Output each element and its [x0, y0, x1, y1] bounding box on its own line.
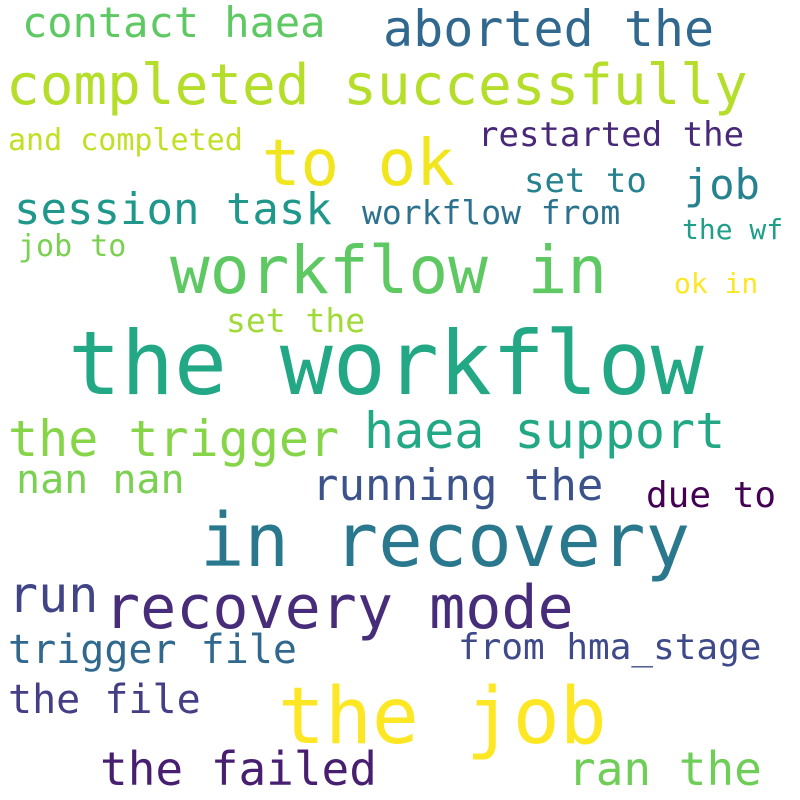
- word: to ok: [262, 127, 455, 201]
- word: job: [684, 160, 760, 209]
- word: session task: [14, 184, 332, 235]
- word: restarted the: [478, 115, 745, 155]
- word: from hma_stage: [458, 627, 762, 668]
- word: ran the: [568, 742, 762, 796]
- word: the job: [278, 672, 607, 762]
- word: aborted the: [383, 0, 715, 58]
- word: set the: [226, 301, 366, 340]
- word: the trigger: [8, 410, 340, 468]
- word: haea support: [364, 402, 726, 460]
- word: ok in: [674, 267, 759, 300]
- word: in recovery: [200, 498, 691, 584]
- word: trigger file: [8, 627, 297, 673]
- word: run: [8, 566, 99, 624]
- word: job to: [18, 229, 127, 264]
- word: running the: [312, 460, 604, 511]
- word: the failed: [100, 742, 377, 796]
- word: the file: [8, 677, 201, 723]
- word: set to: [524, 161, 647, 201]
- word: nan nan: [16, 457, 185, 503]
- word: the wf: [682, 213, 784, 246]
- word: completed successfully: [6, 53, 748, 118]
- word: due to: [646, 475, 777, 516]
- word: the workflow: [68, 312, 704, 415]
- word: recovery mode: [104, 573, 574, 643]
- word: and completed: [8, 123, 243, 158]
- word: workflow in: [170, 232, 608, 309]
- word: contact haea: [22, 0, 326, 47]
- word: workflow from: [362, 193, 621, 232]
